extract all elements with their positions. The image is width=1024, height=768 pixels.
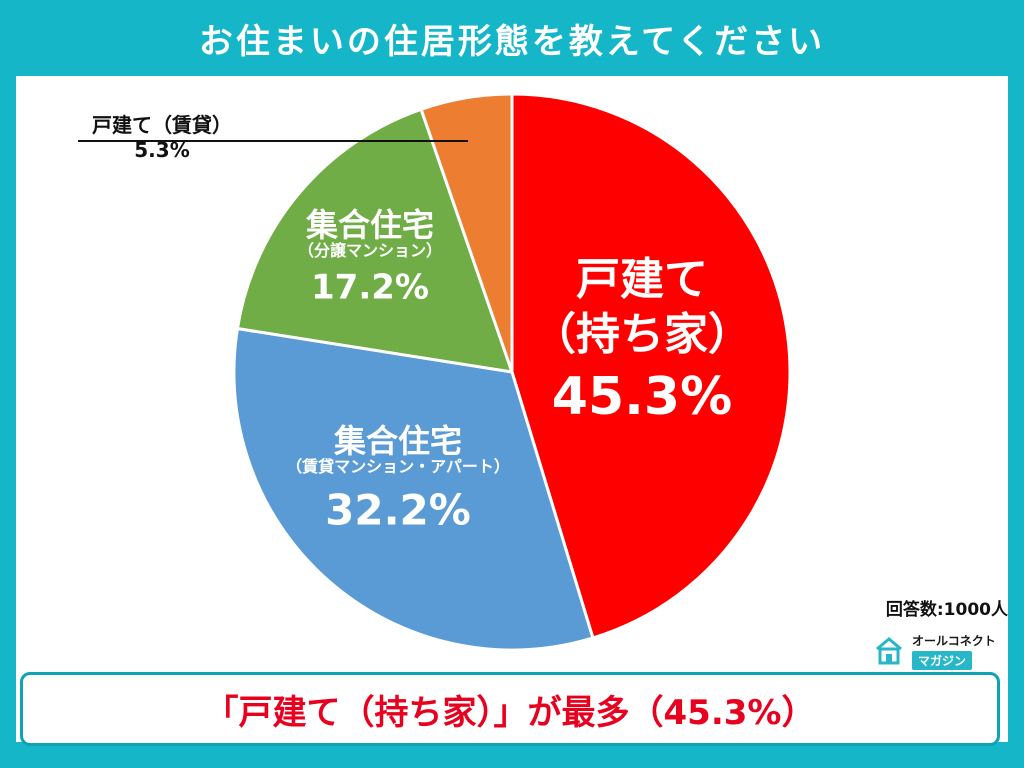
slice-name-label: （賃貸マンション・アパート）: [286, 457, 510, 476]
chart-title: お住まいの住居形態を教えてください: [198, 21, 826, 62]
slice-name-label: 集合住宅: [333, 422, 462, 460]
sample-size-label: 回答数:1000人: [885, 600, 1008, 620]
brand-name-top: オールコネクト: [912, 634, 996, 648]
slice-name-label: （分譲マンション）: [298, 241, 442, 260]
pie-slice: [510, 92, 792, 640]
pie-slice: [419, 92, 514, 373]
slice-name-label: 戸建て（賃貸）: [92, 113, 232, 137]
slice-label: 集合住宅（分譲マンション） 17.2%: [298, 206, 442, 308]
slice-value-label: 45.3%: [552, 367, 732, 427]
slice-name-label: 戸建て: [576, 254, 708, 305]
title-bar: お住まいの住居形態を教えてください: [0, 0, 1024, 76]
pie-slice: [232, 326, 595, 652]
brand-logo: オールコネクト マガジン: [868, 629, 998, 673]
chart-panel: 戸建て （持ち家） 45.3% 集合住宅 （賃貸マンション・アパート） 32.2% 集合住宅…: [16, 76, 1008, 742]
slice-label: 戸建て（賃貸）5.3%: [78, 113, 468, 162]
house-icon: [876, 637, 902, 665]
slice-name-label: 集合住宅: [305, 206, 434, 244]
slice-label: 集合住宅（賃貸マンション・アパート） 32.2%: [286, 422, 510, 535]
slice-value-label: 32.2%: [325, 486, 471, 535]
pie-chart: 戸建て（持ち家）45.3%集合住宅（賃貸マンション・アパート）32.2%集合住宅…: [78, 92, 792, 652]
conclusion-box: 「戸建て（持ち家）」が最多（45.3%）: [20, 672, 1000, 746]
slice-name-label: （持ち家）: [532, 309, 752, 360]
brand-name-bottom: マガジン: [912, 651, 973, 670]
slice-value-label: 17.2%: [311, 268, 429, 308]
conclusion-text: 「戸建て（持ち家）」が最多（45.3%）: [204, 692, 816, 733]
slice-label: 戸建て（持ち家） 45.3%: [532, 254, 752, 427]
